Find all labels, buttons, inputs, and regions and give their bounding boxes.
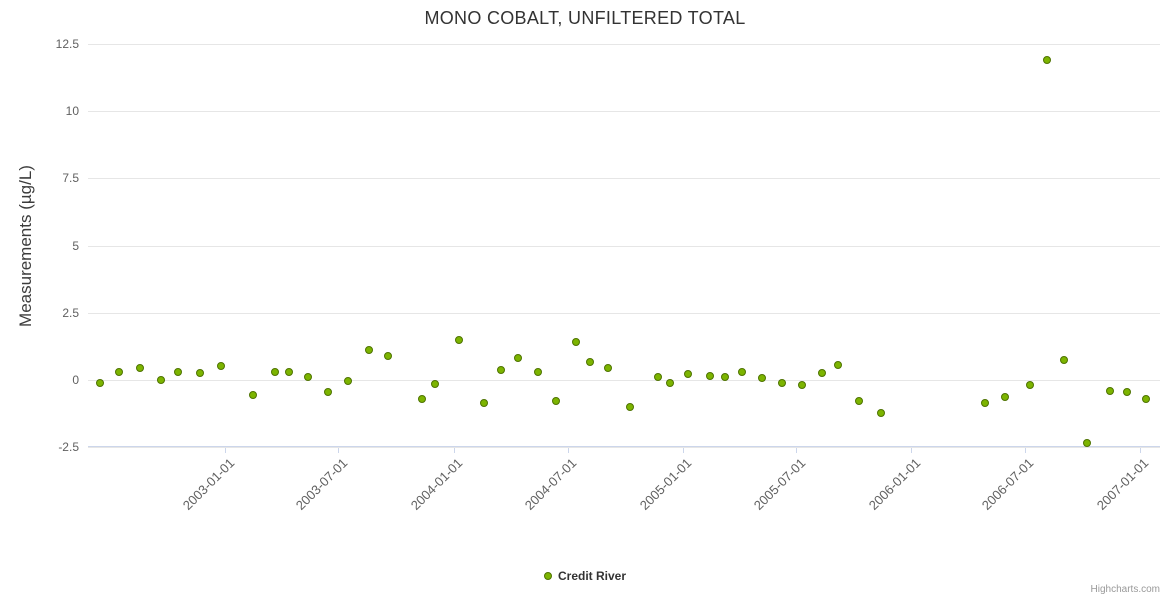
data-point[interactable] [1026,381,1035,390]
data-point[interactable] [571,338,580,347]
x-tick-label: 2004-07-01 [521,455,580,513]
data-point[interactable] [585,358,594,367]
data-point[interactable] [665,378,674,387]
x-tick-label: 2005-01-01 [637,455,695,513]
data-point[interactable] [877,409,886,418]
y-gridline [88,245,1160,247]
data-point[interactable] [1082,438,1091,447]
x-tick [1139,448,1141,453]
data-point[interactable] [552,397,561,406]
data-point[interactable] [135,363,144,372]
data-point[interactable] [1105,386,1114,395]
data-point[interactable] [798,381,807,390]
data-point[interactable] [114,367,123,376]
y-gridline [88,178,1160,180]
legend-item-credit-river[interactable]: Credit River [0,569,1170,583]
legend-marker-icon [543,572,552,580]
data-point[interactable] [156,375,165,384]
data-point[interactable] [418,394,427,403]
x-tick [1024,448,1026,453]
y-gridline [88,447,1160,448]
data-point[interactable] [534,367,543,376]
x-tick-label: 2003-01-01 [179,455,238,513]
chart-title: MONO COBALT, UNFILTERED TOTAL [424,8,746,28]
data-point[interactable] [454,335,463,344]
x-tick [225,448,227,453]
data-point[interactable] [303,373,312,382]
plot-area [88,44,1160,447]
x-tick [453,448,455,453]
x-tick [338,448,340,453]
data-point[interactable] [705,371,714,380]
y-tick-label: 12.5 [55,37,79,51]
x-tick-label: 2007-01-01 [1094,455,1152,513]
data-point[interactable] [683,370,692,379]
x-tick [567,448,569,453]
y-tick-label: 0 [72,372,79,387]
data-point[interactable] [854,397,863,406]
data-point[interactable] [1059,355,1068,364]
legend-label: Credit River [557,569,627,583]
data-point[interactable] [1043,56,1052,65]
data-point[interactable] [721,373,730,382]
data-point[interactable] [1001,393,1010,402]
data-point[interactable] [514,354,523,363]
y-tick-label: -2.5 [58,440,79,454]
x-tick-label: 2004-01-01 [407,455,466,513]
data-point[interactable] [1141,394,1150,403]
data-point[interactable] [430,379,439,388]
y-gridline [88,111,1160,113]
data-point[interactable] [981,398,990,407]
y-gridline [88,379,1160,381]
data-point[interactable] [833,361,842,370]
x-tick [796,448,798,453]
data-point[interactable] [95,378,104,387]
data-point[interactable] [603,363,612,372]
data-point[interactable] [818,369,827,378]
y-gridline [88,312,1160,314]
data-point[interactable] [216,362,225,371]
data-point[interactable] [738,367,747,376]
data-point[interactable] [364,346,373,355]
x-tick-label: 2006-07-01 [979,455,1037,513]
x-tick-label: 2006-01-01 [865,455,924,513]
y-tick-label: 7.5 [62,171,79,186]
y-gridline [88,44,1160,45]
y-tick-label: 5 [72,238,79,253]
x-tick-label: 2005-07-01 [750,455,809,513]
data-point[interactable] [174,367,183,376]
data-point[interactable] [196,369,205,378]
data-point[interactable] [271,367,280,376]
x-tick-label: 2003-07-01 [292,455,351,513]
data-point[interactable] [343,377,352,386]
highcharts-credits-link[interactable]: Highcharts.com [1090,584,1160,595]
data-point[interactable] [497,366,506,375]
data-point[interactable] [383,351,392,360]
y-tick-label: 10 [65,104,79,119]
data-point[interactable] [285,367,293,376]
data-point[interactable] [479,398,488,407]
data-point[interactable] [778,378,787,387]
data-point[interactable] [248,390,257,399]
data-point[interactable] [324,387,333,396]
y-tick-label: 2.5 [62,305,79,320]
x-tick [682,448,684,453]
x-tick [911,448,913,453]
data-point[interactable] [625,402,634,411]
data-point[interactable] [1122,387,1131,396]
data-point[interactable] [653,373,662,382]
